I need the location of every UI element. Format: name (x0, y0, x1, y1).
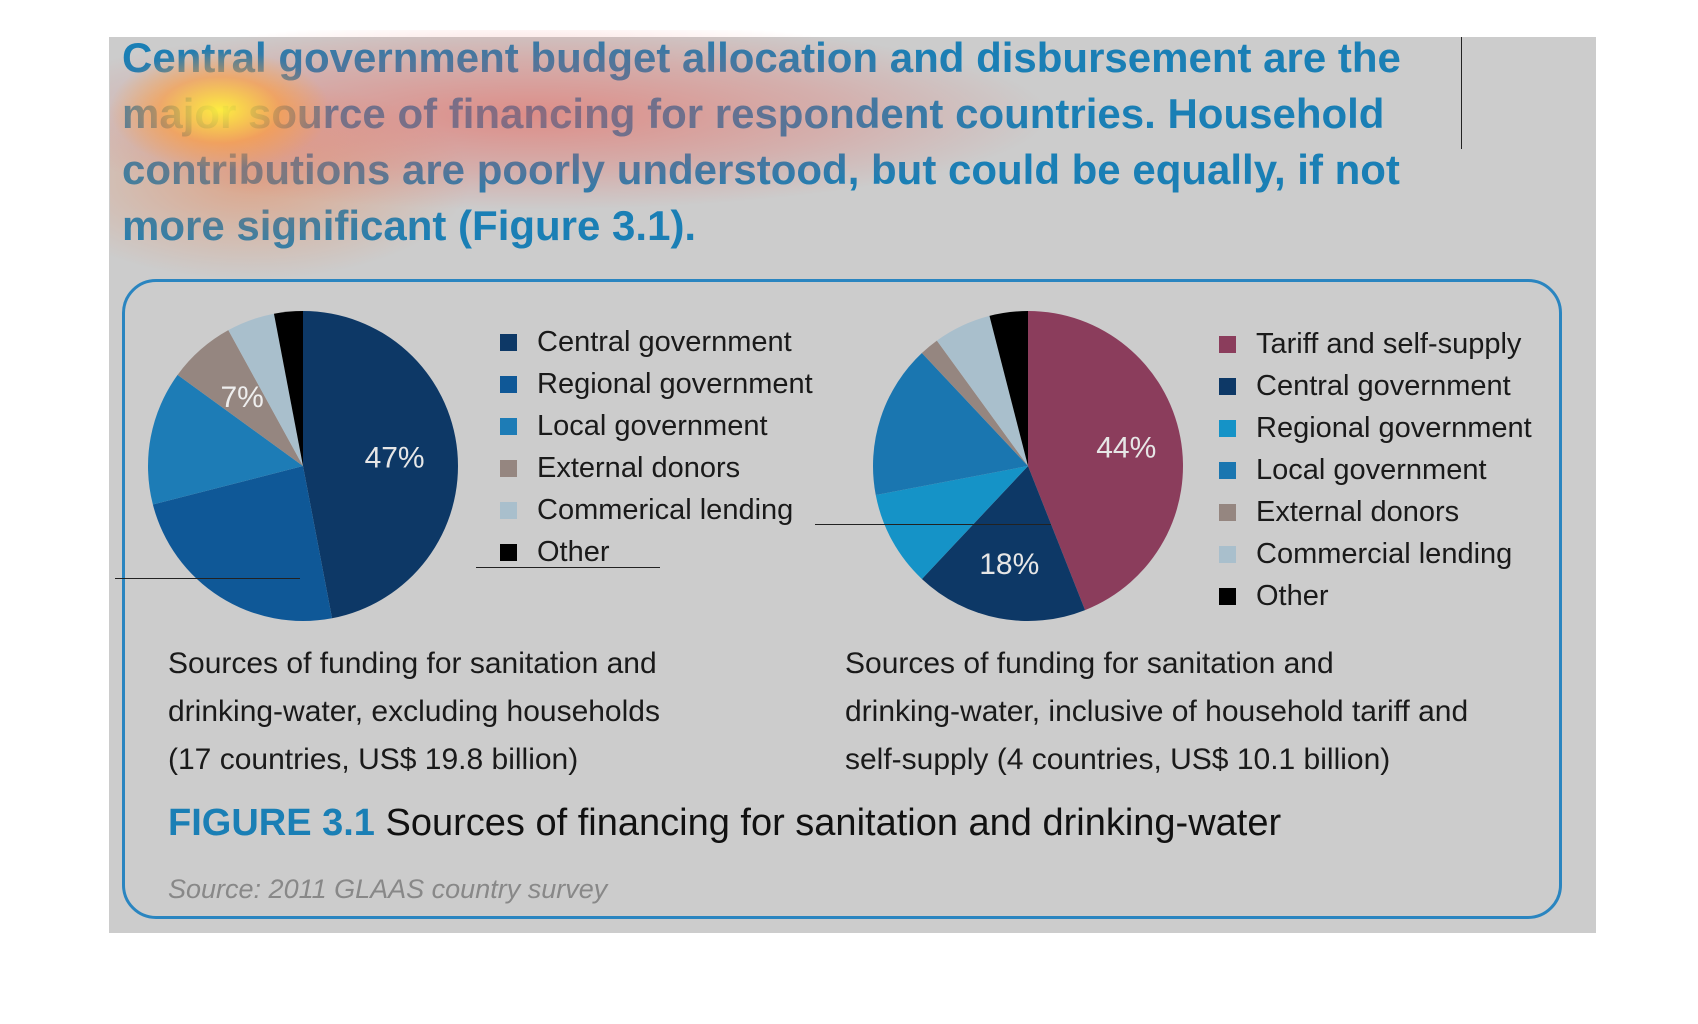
legend-item: Commercial lending (1219, 533, 1532, 575)
slice-label: 18% (979, 548, 1039, 581)
figure-source: Source: 2011 GLAAS country survey (168, 874, 608, 904)
figure-title: FIGURE 3.1 Sources of financing for sani… (168, 802, 1281, 845)
legend-swatch (1219, 461, 1236, 479)
pie-slice (177, 330, 303, 466)
legend-swatch (1219, 335, 1236, 353)
legend-label: Other (1256, 579, 1329, 612)
legend-label: Tariff and self-supply (1256, 327, 1522, 360)
legend-item: External donors (500, 447, 813, 489)
legend-right: Tariff and self-supply Central government… (1219, 323, 1532, 617)
text-cursor-line (1461, 37, 1462, 149)
pie-slice (1028, 311, 1183, 611)
legend-item: Central government (500, 321, 813, 363)
pie-slice (989, 311, 1028, 466)
legend-left: Central government Regional government Loc… (500, 321, 813, 573)
legend-swatch (500, 543, 517, 561)
pie-slice (921, 340, 1028, 466)
legend-swatch (500, 333, 517, 351)
caption-line: drinking-water, excluding households (168, 695, 660, 728)
slice-label: 44% (1096, 431, 1156, 464)
caption-line: Sources of funding for sanitation and (168, 647, 657, 680)
legend-label: Local government (1256, 453, 1487, 486)
slice-label: 7% (220, 381, 263, 414)
legend-label: Local government (537, 409, 768, 442)
pie-slice (872, 353, 1028, 496)
legend-item: Local government (500, 405, 813, 447)
legend-swatch (500, 501, 517, 519)
legend-label: External donors (1256, 495, 1460, 528)
legend-label: Regional government (537, 367, 813, 400)
figure-frame (122, 279, 1562, 919)
caption-left: Sources of funding for sanitation and dr… (168, 640, 660, 784)
legend-label: Other (537, 535, 610, 568)
pie-slice (148, 374, 303, 505)
caption-line: drinking-water, inclusive of household t… (845, 695, 1469, 728)
legend-item: Other (1219, 575, 1532, 617)
figure-label: FIGURE 3.1 (168, 802, 375, 844)
guide-line (115, 578, 300, 579)
guide-line (815, 524, 1051, 525)
legend-swatch (1219, 587, 1236, 605)
legend-item: Central government (1219, 365, 1532, 407)
slice-label: 47% (365, 441, 425, 474)
caption-line: (17 countries, US$ 19.8 billion) (168, 743, 579, 776)
caption-line: self-supply (4 countries, US$ 10.1 billi… (845, 743, 1391, 776)
pie-slice (228, 313, 303, 466)
legend-item: Other (500, 531, 813, 573)
pie-slice (921, 466, 1086, 621)
legend-swatch (1219, 503, 1236, 521)
guide-line (476, 567, 660, 568)
caption-line: Sources of funding for sanitation and (845, 647, 1334, 680)
legend-label: Central government (1256, 369, 1511, 402)
legend-item: Regional government (500, 363, 813, 405)
legend-label: Regional government (1256, 411, 1532, 444)
figure-title-text: Sources of financing for sanitation and … (385, 802, 1282, 844)
legend-swatch (500, 459, 517, 477)
pie-slice (875, 466, 1028, 579)
legend-swatch (500, 417, 517, 435)
legend-swatch (500, 375, 517, 393)
legend-item: Commerical lending (500, 489, 813, 531)
legend-label: External donors (537, 451, 741, 484)
legend-swatch (1219, 545, 1236, 563)
legend-item: Tariff and self-supply (1219, 323, 1532, 365)
caption-right: Sources of funding for sanitation and dr… (845, 640, 1468, 784)
pie-slice (303, 311, 458, 619)
legend-item: Regional government (1219, 407, 1532, 449)
legend-swatch (1219, 419, 1236, 437)
legend-label: Commercial lending (1256, 537, 1513, 570)
legend-swatch (1219, 377, 1236, 395)
legend-item: External donors (1219, 491, 1532, 533)
legend-label: Commerical lending (537, 493, 794, 526)
pie-slice (152, 466, 333, 621)
pie-slice (936, 315, 1028, 466)
legend-label: Central government (537, 325, 792, 358)
pie-slice (273, 311, 303, 466)
legend-item: Local government (1219, 449, 1532, 491)
